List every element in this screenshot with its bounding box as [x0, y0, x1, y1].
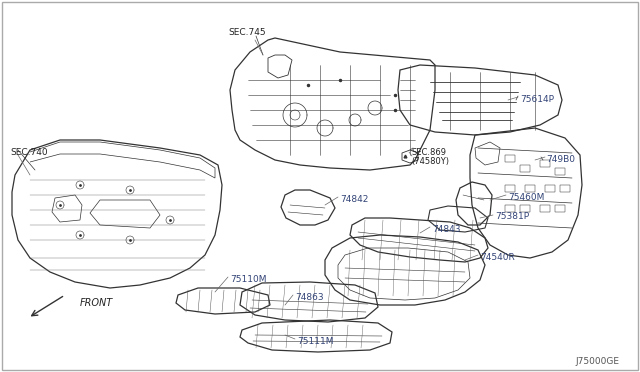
Text: (74580Y): (74580Y)	[411, 157, 449, 166]
Text: 74540R: 74540R	[480, 253, 515, 262]
Text: 749B0: 749B0	[546, 155, 575, 164]
Text: SEC.869: SEC.869	[411, 148, 446, 157]
Text: 75614P: 75614P	[520, 95, 554, 104]
Text: 74863: 74863	[295, 293, 324, 302]
Text: 75111M: 75111M	[297, 337, 333, 346]
Text: 74843: 74843	[432, 225, 461, 234]
Text: 75381P: 75381P	[495, 212, 529, 221]
Text: J75000GE: J75000GE	[575, 357, 619, 366]
Text: SEC.745: SEC.745	[228, 28, 266, 37]
Text: 75460M: 75460M	[508, 193, 545, 202]
Text: 74842: 74842	[340, 195, 369, 204]
Text: FRONT: FRONT	[80, 298, 113, 308]
Text: 75110M: 75110M	[230, 275, 266, 284]
Text: SEC.740: SEC.740	[10, 148, 47, 157]
